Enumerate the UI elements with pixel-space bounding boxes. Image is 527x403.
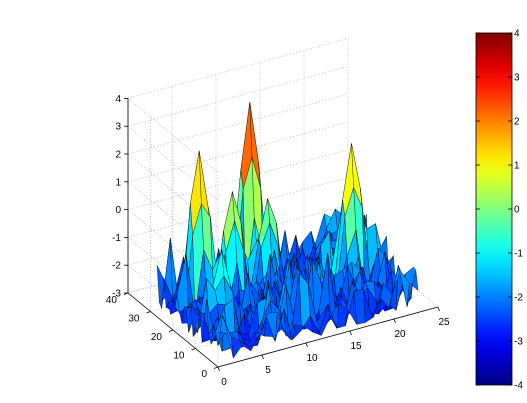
x-axis-line	[217, 306, 439, 368]
x-tick-mark	[349, 330, 352, 336]
colorbar-tick-label: 2	[514, 117, 520, 128]
surface-plot	[156, 102, 419, 359]
x-tick-mark	[261, 354, 264, 360]
y-tick-mark	[213, 366, 219, 369]
y-tick-mark	[146, 311, 151, 314]
grid-line	[127, 121, 349, 183]
z-tick-label: 2	[115, 150, 121, 161]
y-tick-label: 20	[151, 332, 163, 343]
colorbar-tick-label: -1	[514, 249, 523, 260]
x-tick-mark	[217, 366, 220, 372]
grid-line	[127, 93, 349, 155]
colorbar-tick-label: 4	[514, 29, 520, 40]
grid-line	[127, 65, 349, 127]
x-tick-label: 15	[350, 341, 362, 352]
x-tick-label: 0	[221, 377, 227, 388]
grid-line	[347, 38, 439, 308]
grid-line	[127, 149, 349, 210]
colorbar-tick-label: -3	[514, 337, 523, 348]
grid-line	[171, 86, 263, 356]
grid-line	[215, 74, 307, 344]
x-tick-label: 20	[394, 329, 406, 340]
x-tick-label: 5	[265, 365, 271, 376]
y-tick-label: 10	[173, 351, 185, 362]
colorbar: 4 3 2 1 0 -1 -2 -3 -4	[475, 29, 523, 392]
x-tick-mark	[305, 342, 308, 348]
z-tick-label: 1	[115, 177, 121, 188]
z-tick-label: -3	[112, 289, 121, 300]
z-tick-label: 4	[115, 94, 121, 105]
colorbar-tick-label: 0	[514, 205, 520, 216]
y-tick-mark	[191, 348, 196, 351]
x-tick-label: 25	[438, 317, 450, 328]
colorbar-bar	[475, 32, 513, 386]
grid-line	[303, 50, 395, 320]
colorbar-tick-label: -2	[514, 293, 523, 304]
y-tick-label: 30	[128, 314, 140, 325]
grid-line	[259, 62, 351, 332]
colorbar-tick-label: -4	[514, 381, 523, 392]
x-tick-mark	[437, 306, 440, 312]
colorbar-tick-label: 1	[514, 161, 520, 172]
y-tick-mark	[168, 329, 174, 332]
x-tick-label: 10	[306, 353, 318, 364]
z-tick-label: -1	[112, 233, 121, 244]
x-tick-mark	[393, 318, 396, 324]
z-tick-label: 3	[115, 122, 121, 133]
surface-facet	[406, 270, 419, 307]
grid-line	[127, 38, 349, 99]
z-tick-label: -2	[112, 261, 121, 272]
colorbar-tick-label: 3	[514, 73, 520, 84]
axes-frame	[123, 98, 440, 372]
tick-labels: 0 5 10 15 20 25 0 10 20 30 40-3 -2 -1 0 1 2 3 4	[106, 94, 450, 388]
y-tick-label: 0	[201, 369, 207, 380]
z-tick-label: 0	[115, 205, 121, 216]
y-tick-label: 40	[106, 295, 118, 306]
